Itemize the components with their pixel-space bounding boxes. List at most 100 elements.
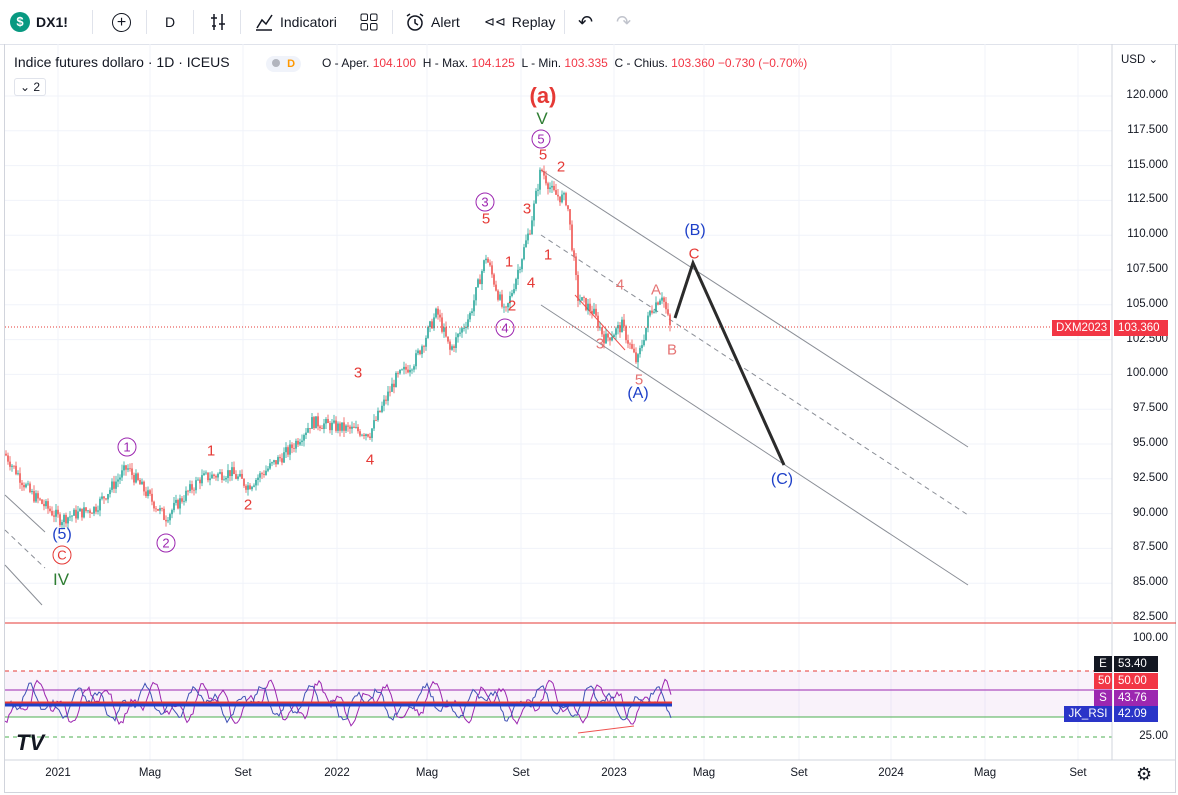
candle-body <box>263 474 265 476</box>
wave-label: 2 <box>156 533 176 553</box>
candle-body <box>331 422 333 431</box>
candle-body <box>449 341 451 350</box>
candle-body <box>325 419 327 424</box>
candle-body <box>243 478 245 486</box>
candle-body <box>661 297 663 301</box>
candle-body <box>545 175 547 184</box>
tv-logo: TV <box>16 730 45 755</box>
wave-label: A <box>650 281 662 299</box>
time-axis-label: Set <box>234 767 252 779</box>
chevron-down-icon: ⌄ <box>20 80 31 94</box>
candle-body <box>289 444 291 455</box>
candle-body <box>297 440 299 445</box>
candle-body <box>621 319 623 333</box>
candle-body <box>389 391 391 393</box>
gear-icon[interactable]: ⚙ <box>1136 764 1153 784</box>
alert-button[interactable]: Alert <box>405 8 460 36</box>
candle-body <box>543 170 545 176</box>
chart-type-button[interactable] <box>208 8 228 36</box>
candle-body <box>91 513 93 514</box>
market-badge[interactable]: D <box>266 55 302 72</box>
candle-body <box>71 515 73 517</box>
replay-button[interactable]: ⊲⊲ Replay <box>484 8 555 36</box>
candle-body <box>159 508 161 511</box>
grid-lines <box>5 44 1112 760</box>
toolbar-divider <box>92 10 93 34</box>
candle-body <box>275 460 277 465</box>
candle-body <box>629 343 631 345</box>
candle-body <box>641 345 643 349</box>
candle-body <box>33 491 35 502</box>
candle-body <box>583 297 585 298</box>
candle-body <box>411 369 413 371</box>
change-value: −0.730 (−0.70%) <box>717 56 808 70</box>
wave-label: 5 <box>481 210 491 228</box>
wave-label: 4 <box>495 318 515 338</box>
candle-body <box>441 317 443 332</box>
candle-body <box>167 520 169 522</box>
candle-body <box>43 503 45 507</box>
candle-body <box>431 321 433 329</box>
wave-label: (B) <box>684 222 706 239</box>
low-value: 103.335 <box>564 56 608 70</box>
ohlc-legend: O - Aper. 104.100 H - Max. 104.125 L - M… <box>322 56 807 70</box>
wave-label: 4 <box>526 274 536 292</box>
candle-body <box>507 303 509 308</box>
candle-body <box>261 473 263 475</box>
candle-body <box>247 485 249 490</box>
candle-body <box>239 473 241 477</box>
redo-button[interactable]: ↷ <box>616 8 631 36</box>
candle-body <box>111 481 113 490</box>
indicators-label: Indicatori <box>280 14 337 30</box>
wave-label: 3 <box>475 192 495 212</box>
collapse-count: 2 <box>33 80 41 94</box>
compare-button[interactable]: + <box>112 8 131 36</box>
undo-button[interactable]: ↶ <box>578 8 593 36</box>
candle-body <box>547 183 549 190</box>
time-axis-label: Set <box>790 767 808 779</box>
candle-body <box>249 485 251 490</box>
candle-body <box>515 278 517 290</box>
candle-body <box>233 467 235 475</box>
currency-label: USD <box>1121 54 1146 66</box>
candle-body <box>231 467 233 477</box>
candle-body <box>647 315 649 328</box>
candle-body <box>213 474 215 477</box>
interval-button[interactable]: D <box>165 8 175 36</box>
candle-body <box>491 265 493 275</box>
rsi-band <box>5 671 1112 717</box>
candle-body <box>11 465 13 467</box>
candle-body <box>163 508 165 520</box>
symbol-search[interactable]: $ DX1! <box>10 8 68 36</box>
candle-body <box>131 468 133 475</box>
candle-body <box>29 483 31 493</box>
candle-body <box>659 300 661 305</box>
toolbar-divider <box>564 10 565 34</box>
indicators-collapse-button[interactable]: ⌄ 2 <box>14 78 47 96</box>
candle-body <box>663 297 665 302</box>
indicators-button[interactable]: Indicatori <box>254 8 337 36</box>
candle-body <box>527 233 529 241</box>
chart-frame <box>4 44 1176 793</box>
candle-body <box>613 334 615 338</box>
candle-body <box>207 472 209 481</box>
indicator-axis-label: 25.00 <box>1139 730 1168 742</box>
wave-label: C <box>688 245 700 263</box>
candle-body <box>245 485 247 490</box>
wave-label: 4 <box>615 276 625 294</box>
candle-body <box>35 493 37 502</box>
rewind-icon: ⊲⊲ <box>484 14 506 29</box>
candle-body <box>241 473 243 479</box>
candle-body <box>415 353 417 367</box>
candle-body <box>655 302 657 312</box>
candle-body <box>447 336 449 342</box>
candle-body <box>205 472 207 474</box>
candle-body <box>203 473 205 476</box>
candle-body <box>139 479 141 485</box>
layouts-button[interactable] <box>360 8 378 36</box>
candle-body <box>281 458 283 463</box>
currency-selector[interactable]: USD ⌄ <box>1121 52 1158 66</box>
candle-body <box>97 510 99 512</box>
candle-body <box>581 297 583 301</box>
